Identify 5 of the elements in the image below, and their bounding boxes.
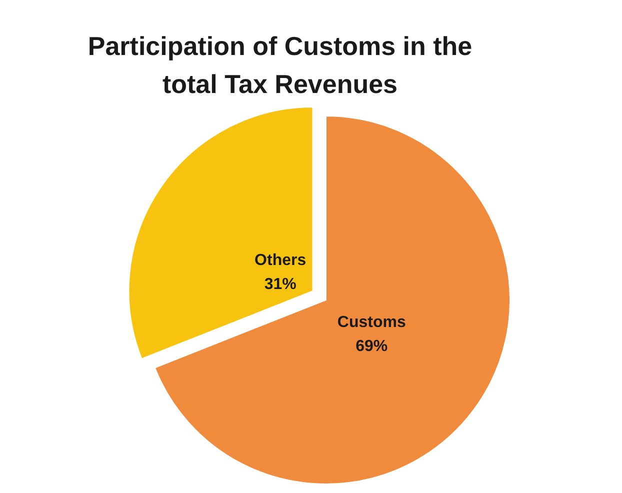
- chart-title: Participation of Customs in the total Tax Revenues: [88, 31, 472, 99]
- slice-label: Others: [254, 252, 306, 269]
- data-label: 69%: [356, 338, 388, 356]
- data-label: 31%: [264, 276, 296, 293]
- slice-label: Customs: [337, 314, 406, 332]
